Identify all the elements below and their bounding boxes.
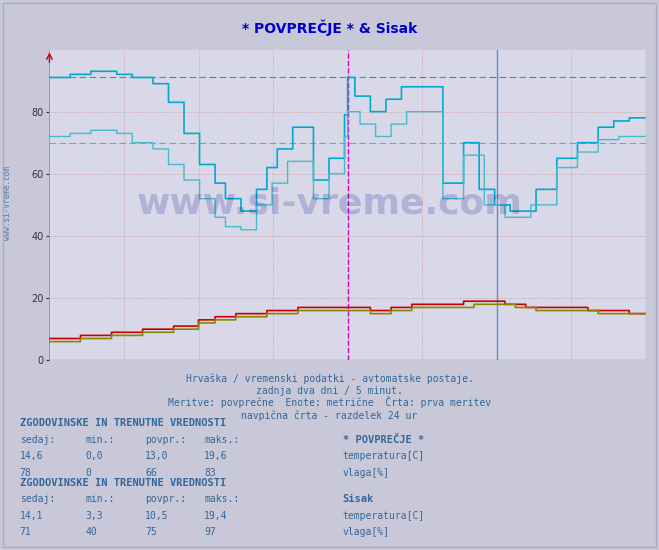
Text: www.si-vreme.com: www.si-vreme.com (136, 186, 523, 221)
Text: ZGODOVINSKE IN TRENUTNE VREDNOSTI: ZGODOVINSKE IN TRENUTNE VREDNOSTI (20, 477, 226, 488)
Text: 19,4: 19,4 (204, 510, 228, 521)
Text: min.:: min.: (86, 494, 115, 504)
Text: vlaga[%]: vlaga[%] (343, 468, 389, 478)
Text: ZGODOVINSKE IN TRENUTNE VREDNOSTI: ZGODOVINSKE IN TRENUTNE VREDNOSTI (20, 418, 226, 428)
Text: * POVPREČJE *: * POVPREČJE * (343, 434, 424, 445)
Text: temperatura[C]: temperatura[C] (343, 451, 425, 461)
Text: sedaj:: sedaj: (20, 434, 55, 445)
Text: 19,6: 19,6 (204, 451, 228, 461)
Text: Sisak: Sisak (343, 494, 374, 504)
Text: Hrvaška / vremenski podatki - avtomatske postaje.: Hrvaška / vremenski podatki - avtomatske… (186, 374, 473, 384)
Text: 83: 83 (204, 468, 216, 478)
Text: temperatura[C]: temperatura[C] (343, 510, 425, 521)
Text: vlaga[%]: vlaga[%] (343, 527, 389, 537)
Text: 0: 0 (86, 468, 92, 478)
Text: sedaj:: sedaj: (20, 494, 55, 504)
Text: 71: 71 (20, 527, 32, 537)
Text: Meritve: povprečne  Enote: metrične  Črta: prva meritev: Meritve: povprečne Enote: metrične Črta:… (168, 397, 491, 409)
Text: www.si-vreme.com: www.si-vreme.com (3, 167, 13, 240)
Text: maks.:: maks.: (204, 494, 239, 504)
Text: 97: 97 (204, 527, 216, 537)
Text: maks.:: maks.: (204, 434, 239, 445)
Text: min.:: min.: (86, 434, 115, 445)
Text: * POVPREČJE * & Sisak: * POVPREČJE * & Sisak (242, 19, 417, 36)
Text: 14,1: 14,1 (20, 510, 43, 521)
Text: 3,3: 3,3 (86, 510, 103, 521)
Text: povpr.:: povpr.: (145, 494, 186, 504)
Text: povpr.:: povpr.: (145, 434, 186, 445)
Text: 66: 66 (145, 468, 157, 478)
Text: 0,0: 0,0 (86, 451, 103, 461)
Text: zadnja dva dni / 5 minut.: zadnja dva dni / 5 minut. (256, 386, 403, 397)
Text: 14,6: 14,6 (20, 451, 43, 461)
Text: 78: 78 (20, 468, 32, 478)
Text: navpična črta - razdelek 24 ur: navpična črta - razdelek 24 ur (241, 410, 418, 421)
Text: 10,5: 10,5 (145, 510, 169, 521)
Text: 75: 75 (145, 527, 157, 537)
Text: 13,0: 13,0 (145, 451, 169, 461)
Text: 40: 40 (86, 527, 98, 537)
